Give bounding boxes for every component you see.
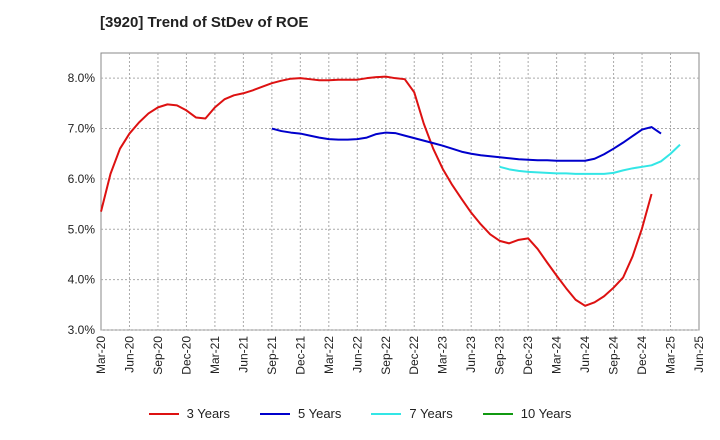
legend-swatch-5-years <box>260 412 290 415</box>
chart-title: [3920] Trend of StDev of ROE <box>100 14 309 31</box>
legend-label-7-years: 7 Years <box>409 406 453 421</box>
chart-legend: 3 Years 5 Years 7 Years 10 Years <box>0 406 720 421</box>
x-tick-label: Dec-20 <box>179 336 193 375</box>
x-tick-label: Jun-24 <box>578 336 592 373</box>
x-tick-label: Mar-21 <box>208 336 222 374</box>
legend-label-3-years: 3 Years <box>186 406 230 421</box>
legend-swatch-3-years <box>148 412 179 415</box>
legend-item-3-years: 3 Years <box>148 406 230 421</box>
y-tick-label: 6.0% <box>68 172 96 186</box>
x-tick-label: Sep-21 <box>265 336 279 375</box>
x-tick-label: Mar-23 <box>436 336 450 374</box>
series-line-7-years <box>499 143 681 175</box>
legend-label-10-years: 10 Years <box>520 406 572 421</box>
x-tick-label: Dec-21 <box>293 336 307 375</box>
x-tick-label: Jun-25 <box>692 336 706 373</box>
x-tick-label: Jun-23 <box>464 336 478 373</box>
x-tick-label: Sep-22 <box>379 336 393 375</box>
y-tick-label: 3.0% <box>68 323 96 337</box>
x-tick-label: Jun-20 <box>122 336 136 373</box>
x-tick-label: Dec-23 <box>521 336 535 375</box>
x-tick-label: Sep-20 <box>151 336 165 375</box>
legend-item-7-years: 7 Years <box>371 406 453 421</box>
x-tick-label: Jun-21 <box>236 336 250 373</box>
x-tick-label: Jun-22 <box>350 336 364 373</box>
plot-area <box>100 52 700 331</box>
x-tick-label: Dec-22 <box>407 336 421 375</box>
x-tick-label: Sep-24 <box>607 336 621 375</box>
series-line-5-years <box>271 126 662 162</box>
x-tick-label: Sep-23 <box>493 336 507 375</box>
x-tick-label: Dec-24 <box>635 336 649 375</box>
legend-swatch-10-years <box>482 412 513 415</box>
legend-item-10-years: 10 Years <box>482 406 572 421</box>
y-tick-label: 4.0% <box>68 273 96 287</box>
series-line-3-years <box>100 75 653 307</box>
legend-swatch-7-years <box>371 412 402 415</box>
y-tick-label: 8.0% <box>68 71 96 85</box>
legend-label-5-years: 5 Years <box>298 406 342 421</box>
x-tick-label: Mar-25 <box>664 336 678 374</box>
x-tick-label: Mar-24 <box>550 336 564 374</box>
y-tick-label: 7.0% <box>68 122 96 136</box>
x-tick-label: Mar-22 <box>322 336 336 374</box>
x-tick-label: Mar-20 <box>94 336 108 374</box>
line-chart: 3.0% 4.0% 5.0% 6.0% 7.0% 8.0% Mar-20 Jun-20 Sep-… <box>68 52 706 375</box>
y-tick-label: 5.0% <box>68 222 96 236</box>
legend-item-5-years: 5 Years <box>260 406 341 421</box>
